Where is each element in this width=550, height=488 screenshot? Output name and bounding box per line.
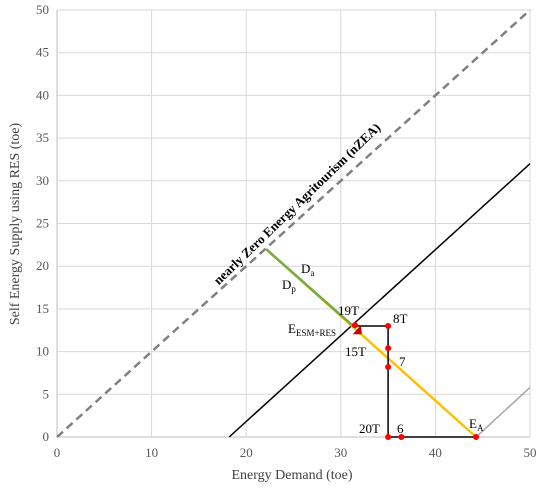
label-6: 6 bbox=[397, 421, 404, 436]
annotation-da: Da bbox=[301, 261, 314, 278]
y-tick-label: 10 bbox=[36, 344, 49, 359]
y-axis-title: Self Energy Supply using RES (toe) bbox=[8, 122, 23, 325]
point-15t bbox=[385, 345, 392, 352]
label-19t: 19T bbox=[338, 303, 359, 318]
point-e-esm-res bbox=[352, 325, 362, 335]
y-tick-label: 50 bbox=[36, 2, 49, 17]
y-tick-label: 45 bbox=[36, 45, 49, 60]
x-axis-title: Energy Demand (toe) bbox=[231, 468, 352, 483]
series-line-2 bbox=[228, 163, 531, 438]
y-tick-label: 0 bbox=[43, 429, 50, 444]
x-tick-label: 30 bbox=[334, 445, 347, 460]
label-7: 7 bbox=[399, 354, 406, 369]
x-tick-label: 50 bbox=[524, 445, 537, 460]
y-tick-label: 15 bbox=[36, 301, 49, 316]
x-tick-label: 0 bbox=[54, 445, 61, 460]
annotation-dp: Dp bbox=[282, 277, 296, 294]
series-line-5 bbox=[265, 248, 356, 329]
data-points bbox=[351, 322, 480, 440]
y-tick-label: 20 bbox=[36, 258, 49, 273]
label-8t: 8T bbox=[393, 311, 408, 326]
point-6 bbox=[398, 434, 405, 440]
y-tick-label: 25 bbox=[36, 216, 49, 231]
point-e-a bbox=[473, 434, 480, 440]
annotation-e-esm-res: EESM+RES bbox=[288, 321, 336, 338]
label-20t: 20T bbox=[359, 421, 380, 436]
point-20t bbox=[385, 434, 392, 440]
label-15t: 15T bbox=[345, 344, 366, 359]
y-tick-label: 35 bbox=[36, 130, 49, 145]
series-line-3 bbox=[475, 386, 531, 438]
y-tick-label: 30 bbox=[36, 173, 49, 188]
point-8t bbox=[385, 322, 392, 329]
grid bbox=[56, 9, 531, 438]
y-tick-label: 5 bbox=[43, 386, 50, 401]
x-tick-label: 40 bbox=[429, 445, 442, 460]
nzea-diagonal-label: nearly Zero Energy Agritourism (nZEA) bbox=[210, 120, 383, 288]
series-line-1 bbox=[56, 9, 531, 438]
x-tick-label: 10 bbox=[145, 445, 158, 460]
point-19t bbox=[351, 322, 358, 329]
tick-labels: 0 10 20 30 40 50 0 5 10 15 20 25 30 35 40 45 50 bbox=[36, 2, 537, 460]
series-lines bbox=[56, 9, 531, 438]
x-tick-label: 20 bbox=[240, 445, 253, 460]
point-7 bbox=[385, 363, 392, 370]
annotation-ea: EA bbox=[469, 416, 484, 433]
y-tick-label: 40 bbox=[36, 87, 49, 102]
